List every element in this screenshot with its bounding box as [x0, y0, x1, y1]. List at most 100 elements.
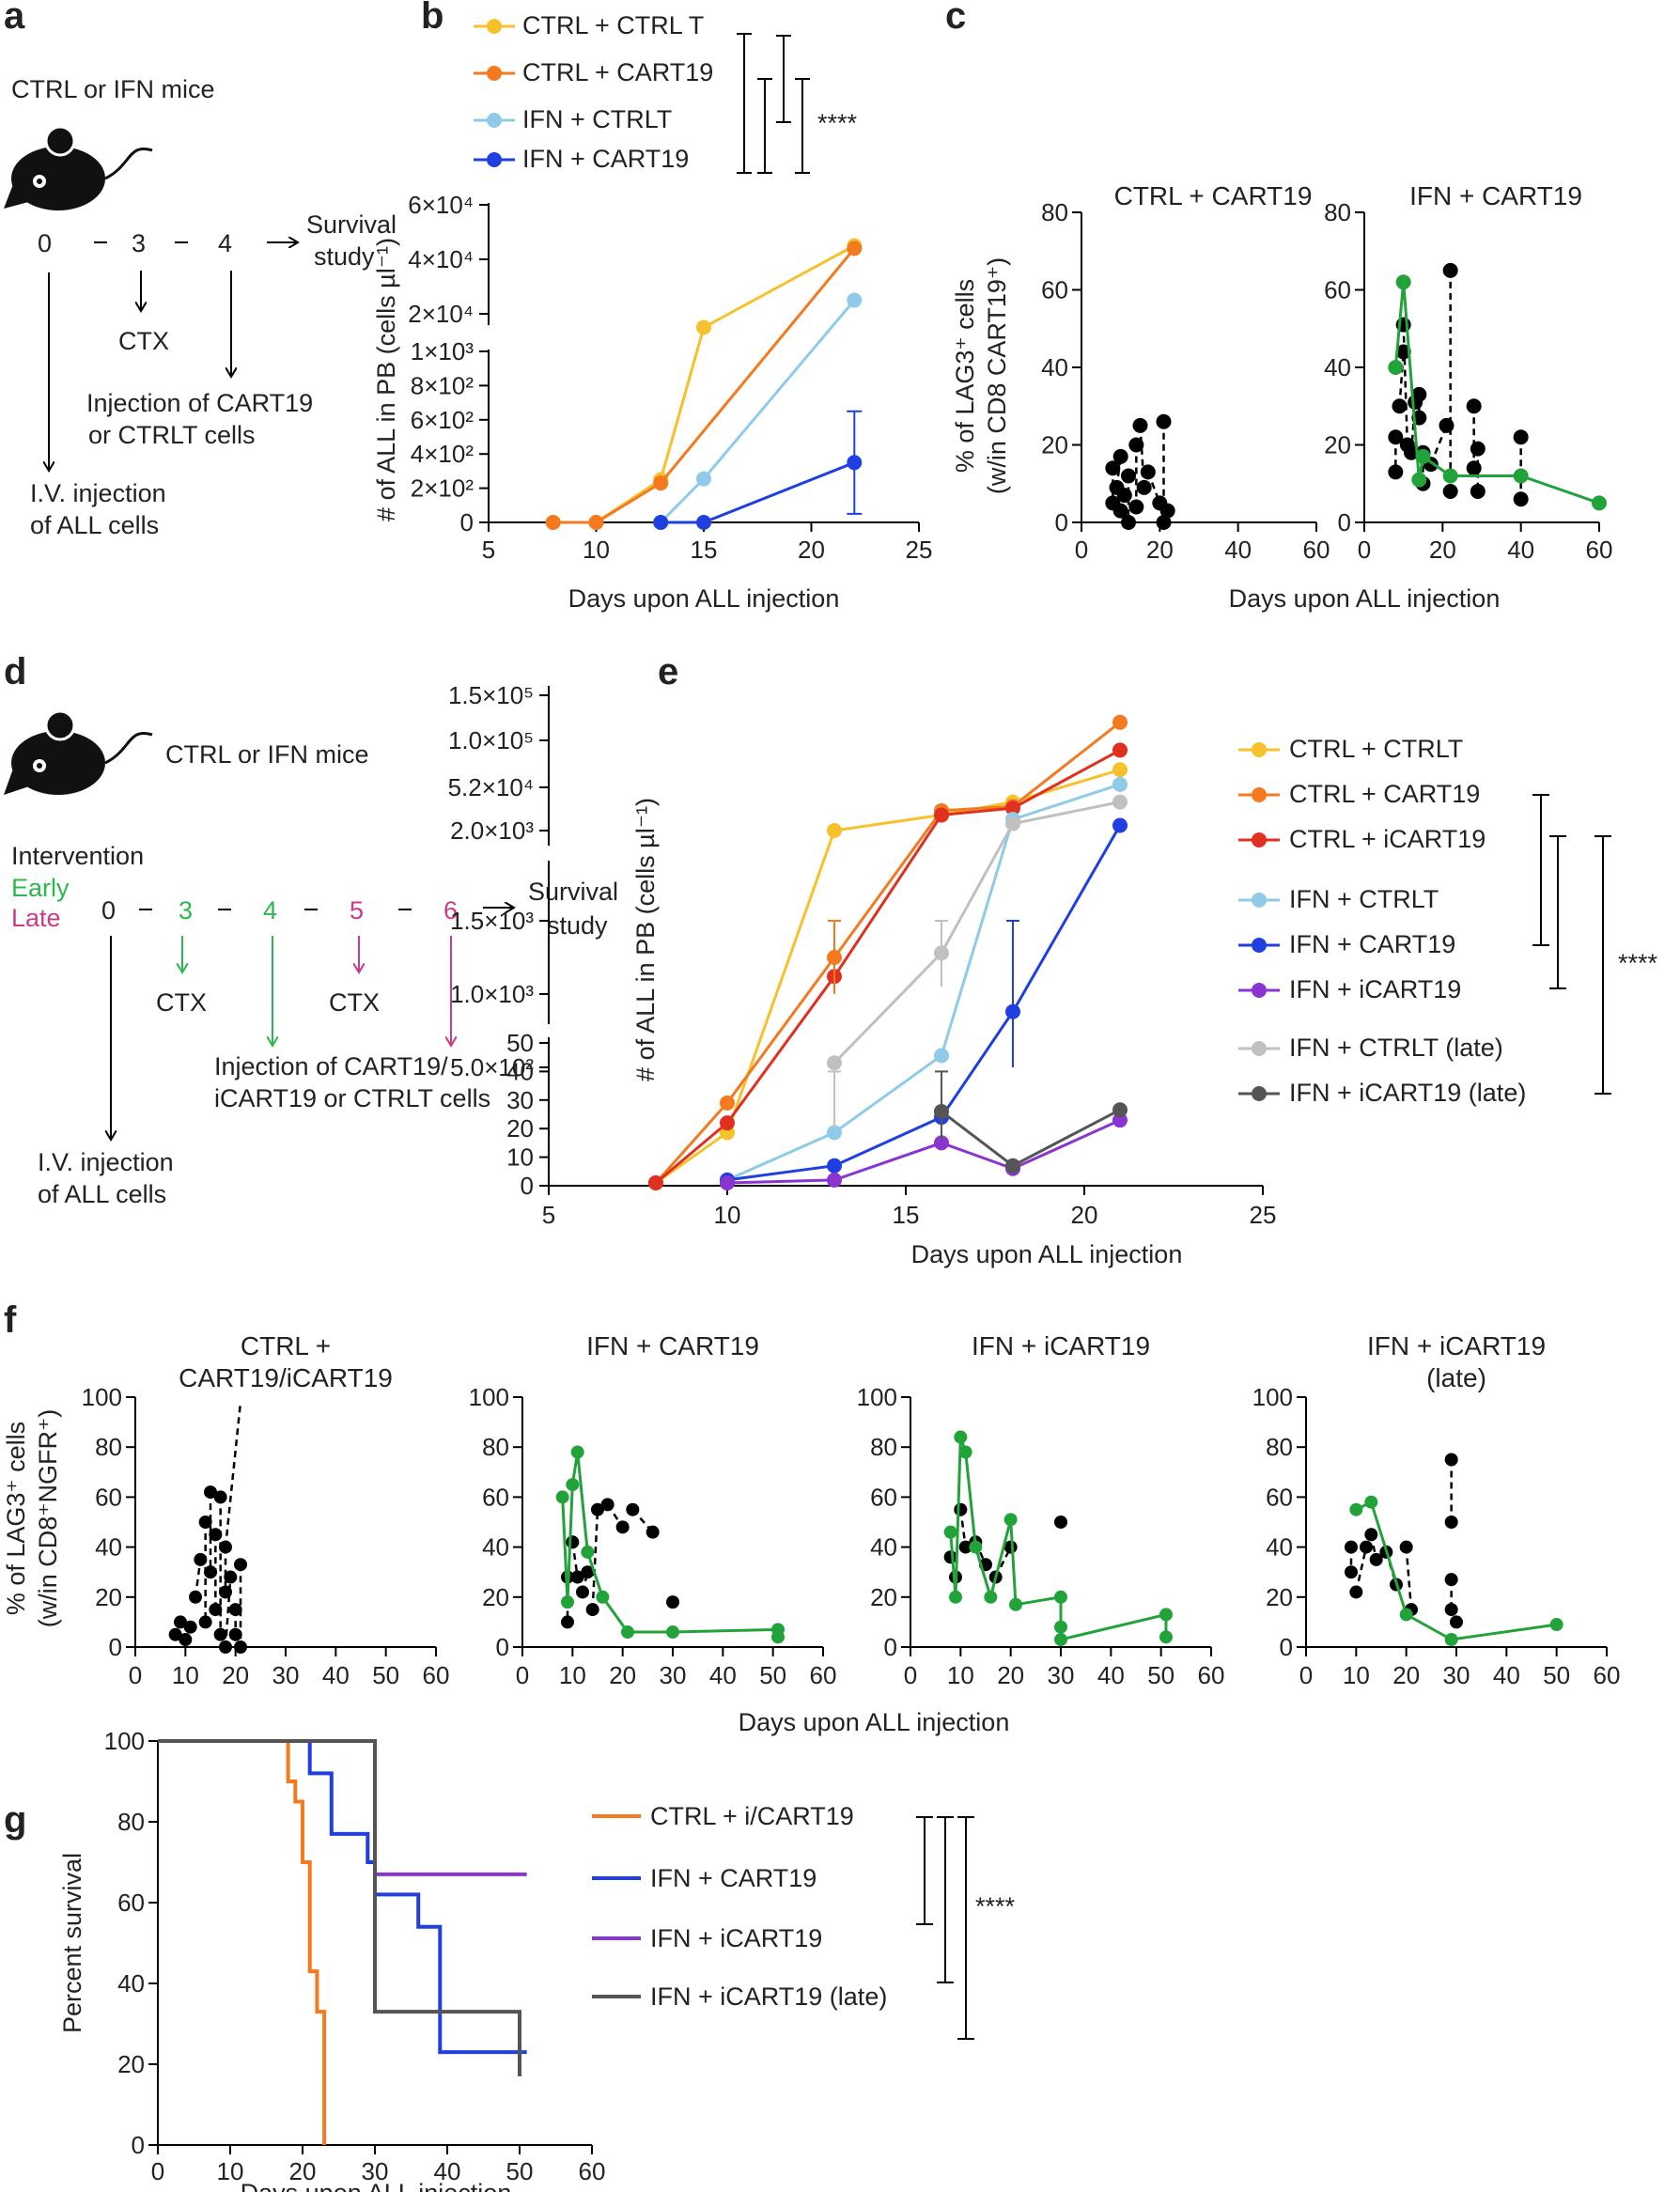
f-x-tick-label: 60	[1594, 1661, 1621, 1689]
e-y-tick-label: 2.0×10³	[450, 816, 534, 845]
b-legend-marker	[487, 66, 502, 81]
e-legend-marker	[1252, 983, 1267, 998]
f-dashed-link	[1405, 1547, 1413, 1610]
e-data-point	[720, 1095, 735, 1111]
f-green-point	[621, 1625, 634, 1640]
panel-a-survival-2: study	[314, 242, 375, 271]
f-green-point	[555, 1490, 569, 1504]
b-x-tick-label: 5	[482, 536, 495, 564]
f-data-point	[561, 1615, 574, 1629]
f-y-tick-label: 40	[1266, 1533, 1293, 1562]
f-x-tick-label: 30	[272, 1661, 300, 1689]
e-x-tick-label: 15	[893, 1201, 920, 1229]
e-data-point	[720, 1115, 735, 1131]
c-green-point	[1395, 274, 1411, 290]
g-legend-label: IFN + iCART19 (late)	[650, 1982, 887, 2011]
chart-b: 0 2×10² 4×10² 6×10² 8×10² 1×10³ 2×10⁴ 4×10⁴ 6×10…	[372, 11, 932, 613]
f-green-point	[1364, 1495, 1378, 1509]
g-y-tick-label: 40	[117, 1969, 145, 1998]
f-green-point	[1399, 1608, 1413, 1622]
f-data-point	[585, 1603, 599, 1617]
f-data-point	[189, 1590, 202, 1604]
b-legend-marker	[487, 19, 502, 34]
c-y-tick-label: 20	[1041, 431, 1068, 459]
e-x-label: Days upon ALL injection	[911, 1240, 1183, 1268]
f-green-point	[949, 1590, 962, 1604]
b-y-label: # of ALL in PB (cells µl⁻¹)	[372, 238, 400, 521]
f-data-point	[1444, 1603, 1458, 1617]
e-legend-marker	[1252, 938, 1267, 953]
c-data-point	[1411, 386, 1427, 402]
f-y-tick-label: 0	[109, 1633, 122, 1661]
c-data-point	[1128, 437, 1144, 453]
f-data-point	[570, 1570, 584, 1584]
panel-d-injection-cart-1: Injection of CART19/	[214, 1052, 448, 1080]
f-y-tick-label: 60	[482, 1483, 509, 1511]
e-data-point	[1005, 1158, 1020, 1174]
f-data-point	[1345, 1565, 1358, 1579]
g-survival-curve	[158, 1739, 527, 1876]
e-legend-label: IFN + CTRLT (late)	[1289, 1034, 1503, 1062]
f-data-point	[204, 1565, 217, 1579]
panel-d-ctx-late: CTX	[329, 988, 380, 1017]
b-data-point	[545, 515, 561, 530]
f-x-label: Days upon ALL injection	[739, 1708, 1010, 1736]
c-data-point	[1470, 484, 1486, 499]
c-y-tick-label: 0	[1338, 508, 1351, 536]
f-green-point	[771, 1630, 785, 1644]
f-x-tick-label: 60	[810, 1661, 837, 1689]
c-y-tick-label: 20	[1324, 431, 1351, 459]
f-y-tick-label: 80	[870, 1433, 897, 1461]
f-data-point	[209, 1528, 223, 1542]
f-y-tick-label: 20	[1266, 1583, 1293, 1611]
b-x-tick-label: 10	[583, 536, 610, 564]
f-green-point	[566, 1478, 580, 1492]
g-x-tick-label: 40	[434, 2157, 461, 2185]
b-series-line	[552, 247, 856, 524]
f-y-tick-label: 60	[1266, 1483, 1293, 1511]
f-y-tick-label: 100	[1252, 1383, 1293, 1411]
e-data-point	[934, 1048, 949, 1064]
f-y-tick-label: 100	[82, 1383, 122, 1411]
f-data-point	[958, 1540, 972, 1554]
c-data-point	[1132, 417, 1148, 433]
e-data-point	[648, 1174, 663, 1190]
f-green-point	[958, 1445, 972, 1459]
f-x-tick-label: 30	[660, 1661, 687, 1689]
f-subplot-title: IFN + iCART19	[972, 1331, 1150, 1360]
panel-d-survival-2: study	[547, 911, 608, 940]
f-data-point	[219, 1540, 232, 1554]
panel-d-day-3: 3	[179, 896, 193, 925]
f-x-tick-label: 10	[947, 1661, 974, 1689]
f-green-point	[1054, 1590, 1067, 1604]
e-legend-marker	[1252, 742, 1267, 757]
e-y-tick-label: 1.5×10⁵	[448, 681, 534, 709]
panel-a-title: CTRL or IFN mice	[11, 75, 215, 103]
f-x-tick-label: 20	[222, 1661, 249, 1689]
g-x-tick-label: 0	[151, 2157, 164, 2185]
f-green-point	[1003, 1513, 1018, 1527]
f-data-point	[1444, 1573, 1458, 1587]
e-legend-marker	[1252, 1086, 1267, 1101]
f-x-tick-label: 0	[904, 1661, 917, 1689]
e-data-point	[827, 823, 842, 838]
e-series-line	[941, 1108, 1121, 1168]
panel-a-day-3: 3	[132, 229, 146, 257]
f-subplot-title: CART19/iCART19	[179, 1363, 393, 1392]
f-data-point	[626, 1502, 640, 1516]
chart-e: 010203040505.0×10²1.0×10³1.5×10³2.0×10³5…	[448, 681, 1658, 1268]
f-y-tick-label: 0	[1280, 1633, 1293, 1661]
f-data-point	[581, 1565, 595, 1579]
f-x-tick-label: 60	[1198, 1661, 1225, 1689]
f-y-tick-label: 100	[469, 1383, 509, 1411]
g-survival-curve	[158, 1739, 527, 2055]
b-legend-marker	[487, 152, 502, 167]
e-series-line	[726, 824, 1122, 1182]
panel-d-early: Early	[11, 874, 70, 902]
f-subplot-title: CTRL +	[241, 1331, 331, 1360]
g-y-tick-label: 60	[117, 1889, 145, 1917]
panel-d-intervention: Intervention	[11, 842, 144, 870]
f-green-point	[1444, 1633, 1458, 1647]
c-x-tick-label: 60	[1303, 536, 1330, 564]
